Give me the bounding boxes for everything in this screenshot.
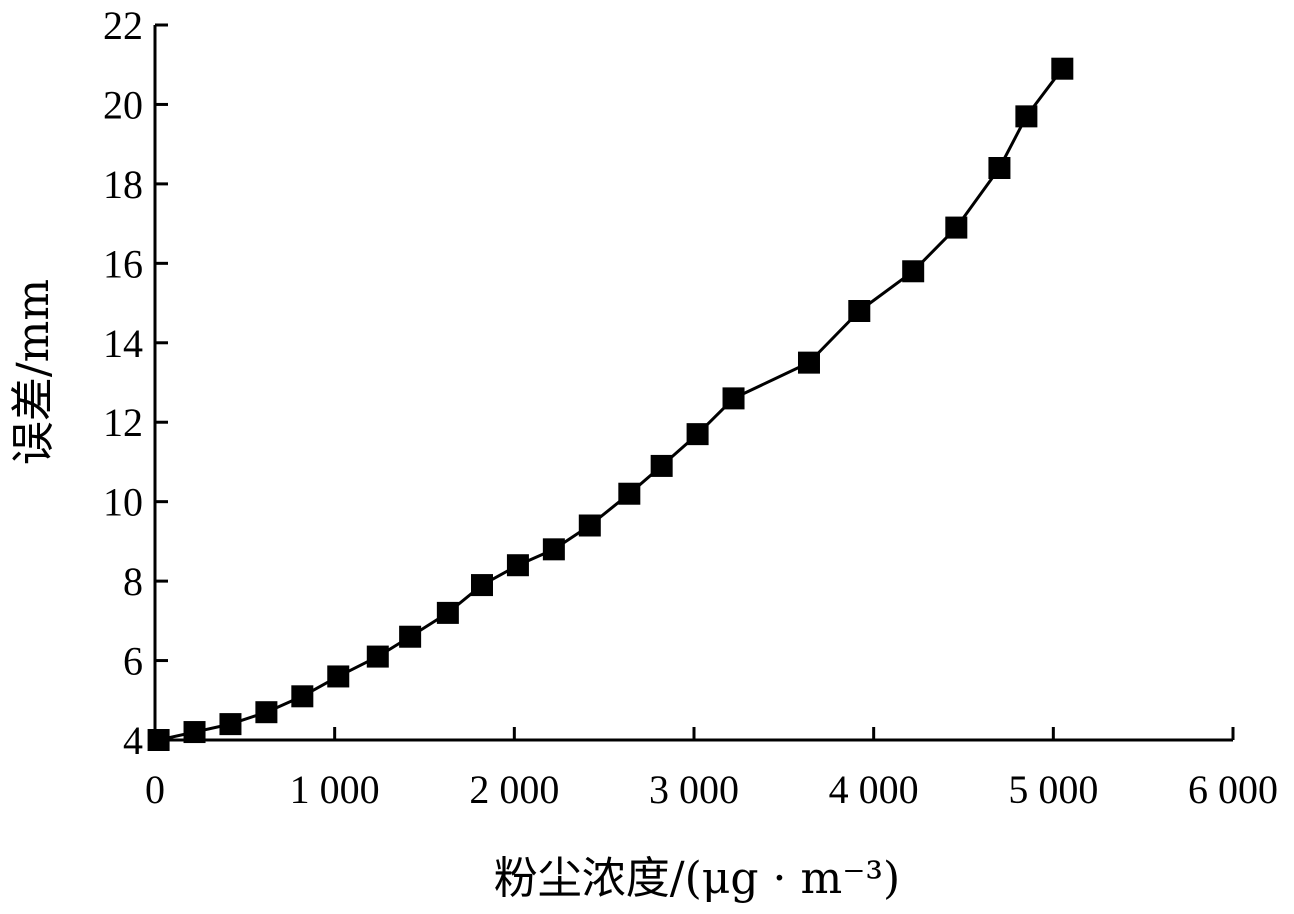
plot-series [147, 57, 1074, 751]
data-point-marker [797, 351, 820, 374]
data-point-marker [1051, 57, 1074, 80]
x-tick-label: 6 000 [1188, 767, 1278, 812]
y-tick-label: 6 [123, 639, 143, 684]
y-tick-label: 18 [103, 162, 143, 207]
axes [153, 25, 1233, 742]
y-axis-title: 误差/mm [8, 279, 59, 465]
data-point-marker [399, 625, 422, 648]
y-tick-label: 22 [103, 3, 143, 48]
y-tick-label: 12 [103, 400, 143, 445]
data-point-marker [1015, 105, 1038, 128]
data-point-marker [366, 645, 389, 668]
data-point-marker [722, 387, 745, 410]
data-point-marker [291, 685, 314, 708]
x-tick-label: 3 000 [649, 767, 739, 812]
data-point-marker [902, 260, 925, 283]
data-point-marker [848, 300, 871, 322]
y-tick-label: 10 [103, 480, 143, 525]
x-axis-ticks: 0 1 000 2 000 3 000 4 000 5 000 6 000 [145, 727, 1278, 812]
data-point-marker [618, 482, 641, 505]
data-point-marker [219, 713, 242, 736]
y-tick-label: 14 [103, 321, 143, 366]
data-point-marker [542, 538, 565, 561]
y-tick-label: 4 [123, 718, 143, 763]
series-line [158, 67, 1064, 742]
data-point-marker [988, 157, 1011, 179]
data-point-marker [578, 514, 601, 537]
data-point-marker [470, 574, 493, 597]
data-point-marker [255, 701, 278, 724]
data-point-marker [147, 729, 170, 751]
x-axis-title: 粉尘浓度/(μg · m⁻³) [494, 853, 900, 904]
x-tick-label: 5 000 [1008, 767, 1098, 812]
y-tick-label: 20 [103, 82, 143, 127]
data-point-marker [327, 665, 350, 688]
y-tick-label: 8 [123, 559, 143, 604]
data-point-marker [945, 216, 968, 239]
data-point-marker [650, 454, 673, 477]
data-point-marker [183, 721, 206, 744]
x-tick-label: 1 000 [290, 767, 380, 812]
data-point-marker [436, 601, 459, 624]
x-tick-label: 2 000 [469, 767, 559, 812]
data-point-marker [686, 423, 709, 446]
y-tick-label: 16 [103, 241, 143, 286]
x-tick-label: 0 [145, 767, 165, 812]
data-point-marker [506, 554, 529, 577]
x-tick-label: 4 000 [829, 767, 919, 812]
y-axis-ticks: 4 6 8 10 12 14 16 18 20 22 [103, 3, 168, 763]
